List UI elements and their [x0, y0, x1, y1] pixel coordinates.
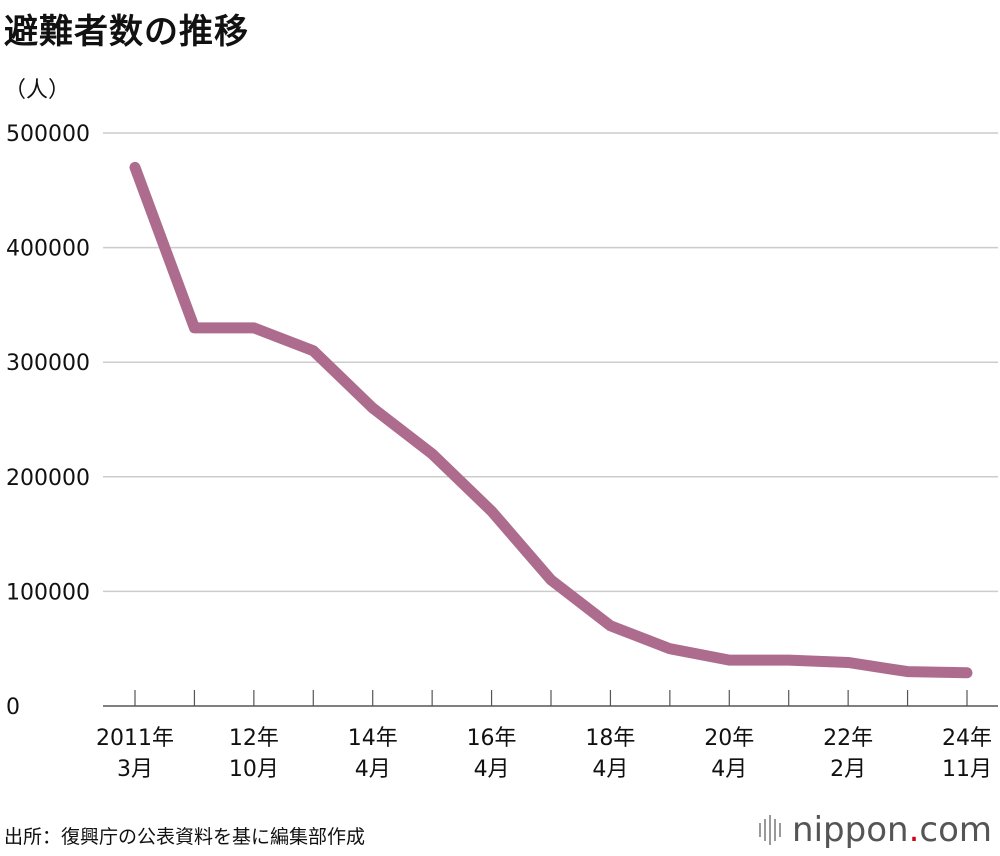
x-tick-label: 11月 [942, 757, 992, 782]
logo-dot: . [908, 810, 920, 850]
y-tick-label: 500000 [6, 122, 90, 147]
data-point [847, 661, 849, 663]
x-tick-label: 12年 [229, 726, 279, 751]
data-point [788, 659, 790, 661]
x-tick-label: 16年 [467, 726, 517, 751]
data-point [193, 327, 195, 329]
data-point [728, 659, 730, 661]
data-point [609, 625, 611, 627]
x-tick-label: 4月 [592, 757, 628, 782]
source-note: 出所：復興庁の公表資料を基に編集部作成 [4, 826, 366, 848]
data-point [372, 407, 374, 409]
data-point [907, 671, 909, 673]
data-point [253, 327, 255, 329]
x-tick-label: 4月 [474, 757, 510, 782]
y-tick-label: 100000 [6, 580, 90, 605]
x-tick-label: 2011年 [96, 726, 174, 751]
x-tick-label: 14年 [348, 726, 398, 751]
x-tick-label: 22年 [823, 726, 873, 751]
y-tick-label: 300000 [6, 351, 90, 376]
data-point [550, 579, 552, 581]
logo-name: nippon [792, 810, 909, 850]
y-tick-label: 200000 [6, 466, 90, 491]
data-point [966, 672, 968, 674]
x-tick-label: 18年 [585, 726, 635, 751]
x-tick-label: 4月 [711, 757, 747, 782]
y-tick-label: 0 [6, 695, 20, 720]
x-tick-label: 3月 [117, 757, 153, 782]
data-point [491, 510, 493, 512]
x-tick-label: 20年 [704, 726, 754, 751]
y-axis-unit-label: （人） [4, 78, 71, 103]
x-tick-label: 10月 [229, 757, 279, 782]
data-point [669, 648, 671, 650]
data-point [134, 166, 136, 168]
logo-bars-icon [759, 815, 784, 845]
y-tick-label: 400000 [6, 237, 90, 262]
chart-title: 避難者数の推移 [4, 12, 249, 52]
x-tick-label: 2月 [830, 757, 866, 782]
x-tick-label: 24年 [942, 726, 992, 751]
data-point [431, 453, 433, 455]
data-point [312, 350, 314, 352]
x-tick-label: 4月 [355, 757, 391, 782]
nippon-com-logo: nippon. com [759, 810, 992, 850]
logo-tld: com [919, 810, 992, 850]
series-line [129, 161, 973, 679]
